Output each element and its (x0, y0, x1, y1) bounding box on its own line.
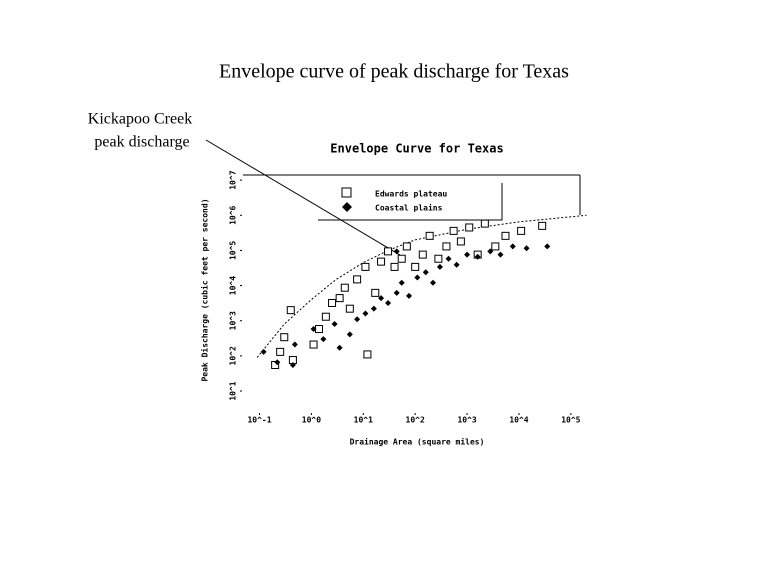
point (390, 262, 399, 271)
point (491, 242, 500, 251)
point (422, 269, 429, 276)
point (378, 295, 385, 302)
x-tick-label: 10^1 (354, 416, 373, 425)
point (276, 347, 285, 356)
point (523, 245, 530, 252)
point (474, 253, 481, 260)
point (260, 348, 267, 355)
point (425, 231, 434, 240)
point (501, 231, 510, 240)
x-tick-label: 10^5 (561, 416, 580, 425)
x-tick-label: 10^-1 (247, 416, 271, 425)
chart-title: Envelope Curve for Texas (330, 142, 503, 156)
x-axis-label: Drainage Area (square miles) (350, 437, 485, 447)
point (411, 262, 420, 271)
x-tick-label: 10^3 (457, 416, 476, 425)
slide-title: Envelope curve of peak discharge for Tex… (219, 61, 569, 83)
legend-marker (341, 187, 352, 198)
point (289, 361, 296, 368)
point (377, 257, 386, 266)
point (291, 341, 298, 348)
point (274, 359, 281, 366)
annotation-arrow (205, 139, 401, 256)
point (406, 292, 413, 299)
x-tick-label: 10^2 (406, 416, 425, 425)
y-tick-label: 10^6 (229, 205, 238, 224)
point (393, 248, 400, 255)
point (449, 226, 458, 235)
legend-marker (342, 202, 352, 212)
x-tick-label: 10^4 (509, 416, 528, 425)
point (456, 237, 465, 246)
point (371, 288, 380, 297)
point (384, 247, 393, 256)
point (414, 274, 421, 281)
point (363, 350, 372, 359)
point (517, 226, 526, 235)
legend-label: Coastal plains (375, 203, 443, 213)
annotation: peak discharge (94, 134, 189, 151)
y-axis-label: Peak Discharge (cubic feet per second) (200, 198, 210, 381)
point (402, 242, 411, 251)
point (353, 275, 362, 284)
point (464, 251, 471, 258)
point (331, 320, 338, 327)
point (320, 336, 327, 343)
point (336, 344, 343, 351)
legend-box (318, 183, 503, 221)
point (346, 331, 353, 338)
y-tick-label: 10^3 (229, 311, 238, 330)
point (361, 262, 370, 271)
point (310, 326, 317, 333)
point (544, 243, 551, 250)
point (280, 333, 289, 342)
y-tick-label: 10^2 (229, 346, 238, 365)
point (345, 304, 354, 313)
point (398, 279, 405, 286)
x-tick-label: 10^0 (302, 416, 321, 425)
point (436, 263, 443, 270)
point (340, 283, 349, 292)
point (442, 242, 451, 251)
point (538, 221, 547, 230)
point (453, 261, 460, 268)
point (354, 316, 361, 323)
y-tick-label: 10^5 (229, 241, 238, 260)
point (328, 298, 337, 307)
point (397, 254, 406, 263)
point (385, 299, 392, 306)
point (509, 243, 516, 250)
point (497, 251, 504, 258)
point (429, 279, 436, 286)
y-tick-label: 10^4 (229, 276, 238, 295)
point (370, 305, 377, 312)
envelope-curve (256, 214, 587, 358)
annotation: Kickapoo Creek (88, 111, 192, 128)
point (434, 254, 443, 263)
point (480, 219, 489, 228)
point (487, 248, 494, 255)
point (393, 289, 400, 296)
point (362, 310, 369, 317)
point (418, 250, 427, 259)
point (335, 294, 344, 303)
point (465, 223, 474, 232)
point (445, 255, 452, 262)
point (321, 312, 330, 321)
point (286, 306, 295, 315)
y-tick-label: 10^1 (229, 381, 238, 400)
legend-label: Edwards plateau (375, 190, 447, 199)
point (309, 340, 318, 349)
y-tick-label: 10^7 (229, 170, 238, 189)
